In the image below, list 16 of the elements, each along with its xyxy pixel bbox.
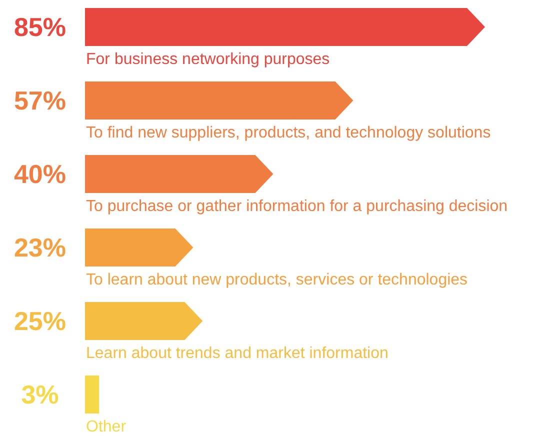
- bar: [85, 8, 485, 46]
- y-tick-label: For business networking purposes: [86, 51, 330, 68]
- data-label: 23%: [14, 232, 66, 263]
- y-tick-label: Learn about trends and market information: [86, 345, 388, 362]
- data-label: 25%: [14, 306, 66, 336]
- data-label: 40%: [14, 159, 66, 190]
- y-tick-label: To purchase or gather information for a purchasing decision: [86, 198, 508, 215]
- data-label: 3%: [21, 380, 59, 410]
- y-tick-label: To find new suppliers, products, and technology solutions: [86, 124, 491, 142]
- y-tick-label: To learn about new products, services or technologies: [86, 272, 468, 288]
- data-label: 57%: [14, 86, 66, 116]
- bar: [85, 82, 354, 120]
- bar: [85, 155, 274, 193]
- data-label: 85%: [14, 12, 66, 42]
- bar: [85, 376, 100, 414]
- y-tick-label: Other: [86, 418, 127, 436]
